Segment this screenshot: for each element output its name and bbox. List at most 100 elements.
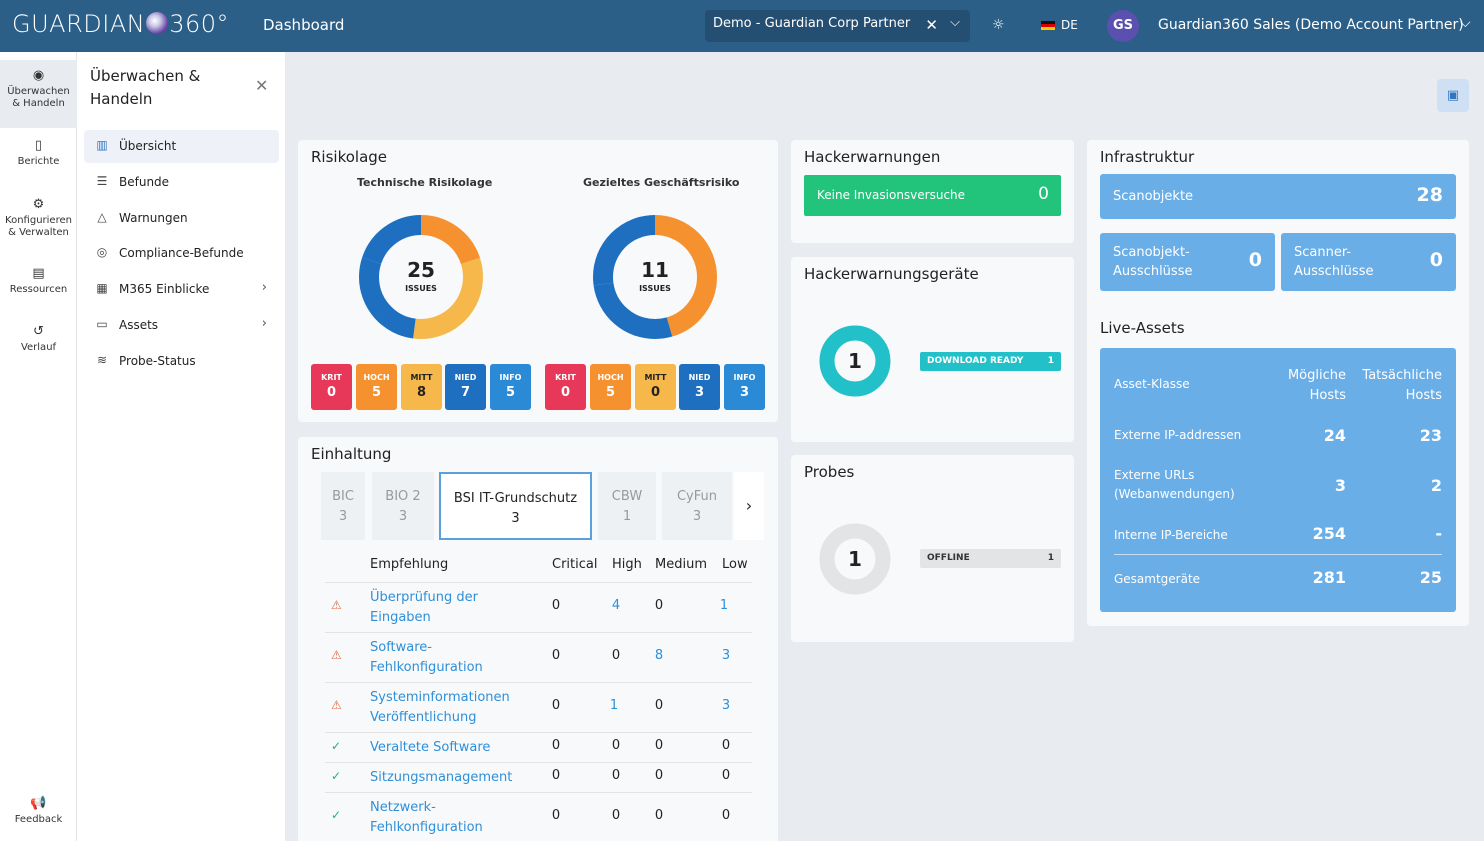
rail-item-feedback[interactable]: 📢 Feedback [0, 796, 77, 838]
rail-item-reports[interactable]: ▯ Berichte [0, 138, 77, 180]
rec-line-2: Fehlkonfiguration [370, 660, 483, 675]
clear-icon[interactable]: ✕ [925, 16, 938, 34]
table-row[interactable]: ⚠ Software- Fehlkonfiguration 0 0 8 3 [325, 632, 752, 682]
megaphone-icon: 📢 [30, 796, 47, 811]
sidebar-item-findings[interactable]: ☰ Befunde [84, 166, 279, 199]
sidebar-item-compliance[interactable]: ◎ Compliance-Befunde [84, 237, 279, 270]
biz-sev-info[interactable]: INFO 3 [724, 364, 765, 410]
sidebar-item-probe-status[interactable]: ≋ Probe-Status [84, 345, 279, 378]
rail-item-monitor[interactable]: ◉ Überwachen & Handeln [0, 60, 77, 128]
rail-item-label: Berichte [17, 156, 60, 167]
chevron-down-icon[interactable]: ⌵ [950, 15, 960, 30]
no-intrusion-bar[interactable]: Keine Invasionsversuche 0 [804, 175, 1061, 216]
col-medium: Medium [655, 557, 707, 572]
tech-sev-hoch[interactable]: HOCH 5 [356, 364, 397, 410]
language-selector[interactable]: DE [1061, 18, 1078, 32]
tech-sev-mitt[interactable]: MITT 8 [401, 364, 442, 410]
sev-label: MITT [410, 373, 433, 382]
tenant-selector[interactable]: Demo - Guardian Corp Partner ✕ ⌵ [705, 10, 970, 42]
scan-objects-box[interactable]: Scanobjekte 28 [1100, 174, 1456, 219]
critical-count: 0 [551, 768, 561, 783]
infrastructure-card: Infrastruktur Scanobjekte 28 Scanobjekt-… [1087, 140, 1469, 626]
close-icon[interactable]: ✕ [255, 76, 269, 95]
sev-value: 7 [460, 385, 471, 400]
asset-class: Interne IP-Bereiche [1114, 528, 1228, 542]
flag-de-icon[interactable] [1041, 21, 1055, 30]
rail-item-label: Ressourcen [9, 284, 68, 295]
scan-excl-label-2: Ausschlüsse [1113, 264, 1193, 279]
high-count[interactable]: 1 [609, 698, 619, 713]
document-icon: ▯ [34, 138, 43, 153]
sidebar-item-warnings[interactable]: △ Warnungen [84, 202, 279, 235]
theme-toggle-icon[interactable]: ☼ [992, 17, 1005, 33]
tech-sev-krit[interactable]: KRIT 0 [311, 364, 352, 410]
offline-tag[interactable]: OFFLINE 1 [920, 549, 1061, 568]
live-assets-table: Asset-Klasse Mögliche Hosts Tatsächliche H… [1100, 348, 1456, 612]
donut-segment-info [359, 215, 483, 339]
sev-value: 5 [371, 385, 382, 400]
business-risk-donut [593, 215, 717, 339]
chevron-right-icon: › [261, 280, 267, 295]
biz-sev-krit[interactable]: KRIT 0 [545, 364, 586, 410]
sidebar-item-assets[interactable]: ▭ Assets › [84, 309, 279, 342]
business-risk-title: Gezieltes Geschäftsrisiko [583, 176, 740, 189]
asset-class-1: Externe URLs [1114, 468, 1195, 482]
tabs-next-chevron-icon[interactable]: › [734, 472, 764, 540]
tab-bic[interactable]: BIC 3 [321, 472, 365, 540]
biz-sev-hoch[interactable]: HOCH 5 [590, 364, 631, 410]
medium-count[interactable]: 8 [654, 648, 664, 663]
biz-sev-nied[interactable]: NIED 3 [679, 364, 720, 410]
hacker-title: Hackerwarnungen [804, 148, 941, 166]
col-actual-2: Hosts [1405, 388, 1442, 403]
recommendation-link[interactable]: Systeminformationen Veröffentlichung [370, 688, 510, 728]
briefcase-icon[interactable]: ▣ [1437, 79, 1469, 112]
tab-bio2[interactable]: BIO 2 3 [372, 472, 434, 540]
sidebar-item-m365[interactable]: ▦ M365 Einblicke › [84, 273, 279, 306]
avatar[interactable]: GS [1107, 10, 1139, 42]
recommendation-link[interactable]: Netzwerk- Fehlkonfiguration [370, 798, 483, 838]
medium-count: 0 [654, 768, 664, 783]
table-row[interactable]: ⚠ Systeminformationen Veröffentlichung 0 … [325, 682, 752, 732]
sidebar-title-line1: Überwachen & [90, 67, 201, 85]
critical-count: 0 [551, 598, 561, 613]
table-row[interactable]: ⚠ Überprüfung der Eingaben 0 4 0 1 [325, 582, 752, 632]
logo[interactable]: GUARDIAN 360° [12, 10, 229, 38]
table-row[interactable]: ✓ Veraltete Software 0 0 0 0 [325, 732, 752, 762]
tab-bsi[interactable]: BSI IT-Grundschutz 3 [439, 472, 592, 540]
tab-cbw[interactable]: CBW 1 [598, 472, 656, 540]
rail-item-resources[interactable]: ▤ Ressourcen [0, 267, 77, 308]
sidebar-item-label: Befunde [119, 175, 170, 189]
scan-objects-value: 28 [1416, 184, 1443, 206]
recommendation-link[interactable]: Überprüfung der Eingaben [370, 588, 478, 628]
sev-label: NIED [688, 373, 711, 382]
recommendation-link[interactable]: Sitzungsmanagement [370, 770, 513, 785]
recommendation-link[interactable]: Software- Fehlkonfiguration [370, 638, 483, 678]
rail-item-label: Überwachen & Handeln [7, 86, 70, 109]
high-count[interactable]: 4 [611, 598, 621, 613]
low-count[interactable]: 3 [721, 698, 731, 713]
total-divider [1114, 554, 1442, 555]
user-name[interactable]: Guardian360 Sales (Demo Account Partner) [1158, 17, 1464, 33]
col-possible-2: Hosts [1309, 388, 1346, 403]
col-actual-1: Tatsächliche [1362, 368, 1442, 383]
rail-item-configure[interactable]: ⚙ Konfigurieren & Verwalten [0, 198, 77, 247]
biz-sev-mitt[interactable]: MITT 0 [635, 364, 676, 410]
sidebar-item-overview[interactable]: ▥ Übersicht [84, 130, 279, 163]
user-chevron-down-icon[interactable]: ⌵ [1460, 15, 1471, 31]
table-row[interactable]: ✓ Netzwerk- Fehlkonfiguration 0 0 0 0 [325, 792, 752, 841]
low-count[interactable]: 3 [721, 648, 731, 663]
tab-name: BSI IT-Grundschutz [453, 491, 578, 506]
tech-sev-info[interactable]: INFO 5 [490, 364, 531, 410]
icon-rail: ◉ Überwachen & Handeln ▯ Berichte ⚙ Konf… [0, 52, 77, 841]
table-row[interactable]: ✓ Sitzungsmanagement 0 0 0 0 [325, 762, 752, 792]
scan-object-exclusions-box[interactable]: Scanobjekt- Ausschlüsse 0 [1100, 233, 1275, 291]
sidebar-item-label: Compliance-Befunde [119, 246, 244, 260]
sev-label: NIED [454, 373, 477, 382]
scanner-exclusions-box[interactable]: Scanner- Ausschlüsse 0 [1281, 233, 1456, 291]
download-ready-tag[interactable]: DOWNLOAD READY 1 [920, 352, 1061, 371]
rail-item-history[interactable]: ↺ Verlauf [0, 325, 77, 366]
recommendation-link[interactable]: Veraltete Software [370, 740, 491, 755]
low-count[interactable]: 1 [719, 598, 729, 613]
tech-sev-nied[interactable]: NIED 7 [445, 364, 486, 410]
tab-cyfun[interactable]: CyFun 3 [662, 472, 732, 540]
